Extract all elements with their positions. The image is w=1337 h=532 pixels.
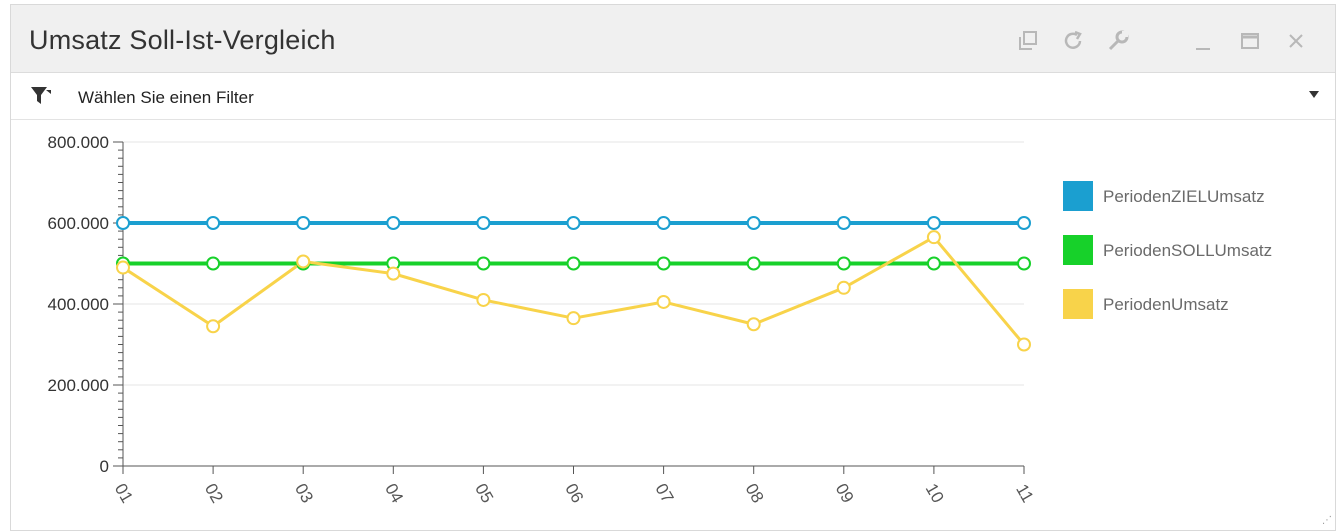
legend-swatch-soll bbox=[1063, 235, 1093, 265]
legend-label-ziel: PeriodenZIELUmsatz bbox=[1103, 187, 1265, 207]
legend-label-soll: PeriodenSOLLUmsatz bbox=[1103, 241, 1272, 261]
chart-widget: Umsatz Soll-Ist-Vergleich Wählen Sie ein… bbox=[10, 4, 1336, 531]
data-point-ziel bbox=[568, 217, 580, 229]
y-tick-label: 400.000 bbox=[48, 295, 109, 314]
data-point-umsatz bbox=[297, 255, 309, 267]
data-point-soll bbox=[658, 258, 670, 270]
widget-title: Umsatz Soll-Ist-Vergleich bbox=[29, 25, 336, 56]
filter-dropdown[interactable]: Wählen Sie einen Filter bbox=[11, 74, 1335, 120]
data-point-umsatz bbox=[207, 320, 219, 332]
maximize-icon[interactable] bbox=[1236, 27, 1264, 55]
data-point-ziel bbox=[1018, 217, 1030, 229]
widget-titlebar: Umsatz Soll-Ist-Vergleich bbox=[11, 5, 1335, 73]
y-tick-label: 800.000 bbox=[48, 133, 109, 152]
x-tick-label: 01 bbox=[111, 480, 137, 506]
wrench-icon[interactable] bbox=[1104, 27, 1132, 55]
data-point-soll bbox=[207, 258, 219, 270]
legend-swatch-umsatz bbox=[1063, 289, 1093, 319]
data-point-soll bbox=[477, 258, 489, 270]
data-point-ziel bbox=[928, 217, 940, 229]
x-tick-label: 10 bbox=[922, 480, 948, 506]
data-point-umsatz bbox=[838, 282, 850, 294]
y-tick-label: 600.000 bbox=[48, 214, 109, 233]
dropdown-arrow-icon[interactable] bbox=[1309, 91, 1319, 98]
data-point-soll bbox=[1018, 258, 1030, 270]
data-point-ziel bbox=[838, 217, 850, 229]
data-point-ziel bbox=[477, 217, 489, 229]
data-point-umsatz bbox=[117, 262, 129, 274]
data-point-ziel bbox=[207, 217, 219, 229]
data-point-umsatz bbox=[658, 296, 670, 308]
x-tick-label: 11 bbox=[1012, 481, 1037, 506]
x-tick-label: 05 bbox=[471, 480, 497, 506]
data-point-ziel bbox=[117, 217, 129, 229]
data-point-soll bbox=[568, 258, 580, 270]
data-point-umsatz bbox=[387, 268, 399, 280]
data-point-umsatz bbox=[1018, 339, 1030, 351]
filter-label: Wählen Sie einen Filter bbox=[78, 88, 254, 108]
data-point-soll bbox=[838, 258, 850, 270]
x-tick-label: 06 bbox=[561, 480, 587, 506]
series-line-umsatz bbox=[123, 237, 1024, 344]
funnel-icon[interactable] bbox=[29, 84, 53, 108]
data-point-umsatz bbox=[477, 294, 489, 306]
legend-swatch-ziel bbox=[1063, 181, 1093, 211]
data-point-soll bbox=[748, 258, 760, 270]
y-tick-label: 200.000 bbox=[48, 376, 109, 395]
chart-area: 0 200.000 400.000 600.000 800.000 01 02 03 04 05 0… bbox=[11, 121, 1335, 531]
y-tick-label: 0 bbox=[100, 457, 109, 476]
data-point-ziel bbox=[387, 217, 399, 229]
data-point-ziel bbox=[748, 217, 760, 229]
data-point-soll bbox=[928, 258, 940, 270]
line-chart: 0 200.000 400.000 600.000 800.000 01 02 03 04 05 0… bbox=[11, 121, 1051, 531]
data-point-ziel bbox=[297, 217, 309, 229]
x-tick-label: 08 bbox=[742, 480, 768, 506]
minimize-icon[interactable] bbox=[1189, 27, 1217, 55]
x-tick-label: 09 bbox=[832, 480, 858, 506]
x-tick-label: 02 bbox=[201, 480, 227, 506]
legend-label-umsatz: PeriodenUmsatz bbox=[1103, 295, 1229, 315]
x-tick-label: 04 bbox=[381, 480, 407, 506]
resize-grip-icon[interactable]: ⋰ bbox=[1322, 515, 1331, 526]
data-point-ziel bbox=[658, 217, 670, 229]
refresh-icon[interactable] bbox=[1059, 27, 1087, 55]
x-tick-label: 07 bbox=[651, 480, 677, 506]
copy-icon[interactable] bbox=[1014, 27, 1042, 55]
data-point-umsatz bbox=[748, 318, 760, 330]
x-tick-label: 03 bbox=[291, 480, 317, 506]
data-point-umsatz bbox=[568, 312, 580, 324]
data-point-umsatz bbox=[928, 231, 940, 243]
close-icon[interactable] bbox=[1282, 27, 1310, 55]
